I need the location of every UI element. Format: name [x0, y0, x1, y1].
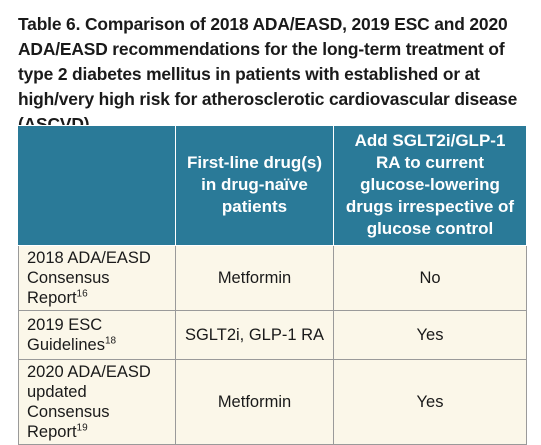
reference-number: 19	[76, 422, 88, 434]
first-line-cell: Metformin	[175, 359, 334, 445]
table-body: 2018 ADA/EASD Consensus Report16 Metform…	[18, 245, 527, 445]
table-row: 2018 ADA/EASD Consensus Report16 Metform…	[18, 245, 527, 311]
reference-number: 16	[76, 288, 88, 300]
table-row: 2020 ADA/EASD updated Consensus Report19…	[18, 359, 527, 445]
header-cell-add-on: Add SGLT2i/GLP-1 RA to current glucose-l…	[333, 125, 527, 246]
row-label: 2019 ESC Guidelines	[27, 316, 105, 354]
row-label-cell: 2020 ADA/EASD updated Consensus Report19	[18, 359, 176, 445]
comparison-table: First-line drug(s) in drug-naïve patient…	[18, 125, 527, 445]
row-label-cell: 2018 ADA/EASD Consensus Report16	[18, 245, 176, 311]
first-line-cell: Metformin	[175, 245, 334, 311]
add-on-cell: Yes	[333, 359, 527, 445]
row-label: 2020 ADA/EASD updated Consensus Report	[27, 363, 151, 441]
row-label: 2018 ADA/EASD Consensus Report	[27, 249, 151, 307]
header-cell-first-line: First-line drug(s) in drug-naïve patient…	[175, 125, 334, 246]
add-on-cell: Yes	[333, 310, 527, 360]
row-label-cell: 2019 ESC Guidelines18	[18, 310, 176, 360]
table-header: First-line drug(s) in drug-naïve patient…	[18, 125, 527, 246]
add-on-cell: No	[333, 245, 527, 311]
header-row: First-line drug(s) in drug-naïve patient…	[18, 125, 527, 246]
header-cell-empty	[18, 125, 176, 246]
first-line-cell: SGLT2i, GLP-1 RA	[175, 310, 334, 360]
table-caption: Table 6. Comparison of 2018 ADA/EASD, 20…	[18, 14, 518, 134]
table-row: 2019 ESC Guidelines18 SGLT2i, GLP-1 RA Y…	[18, 310, 527, 360]
reference-number: 18	[104, 335, 117, 347]
